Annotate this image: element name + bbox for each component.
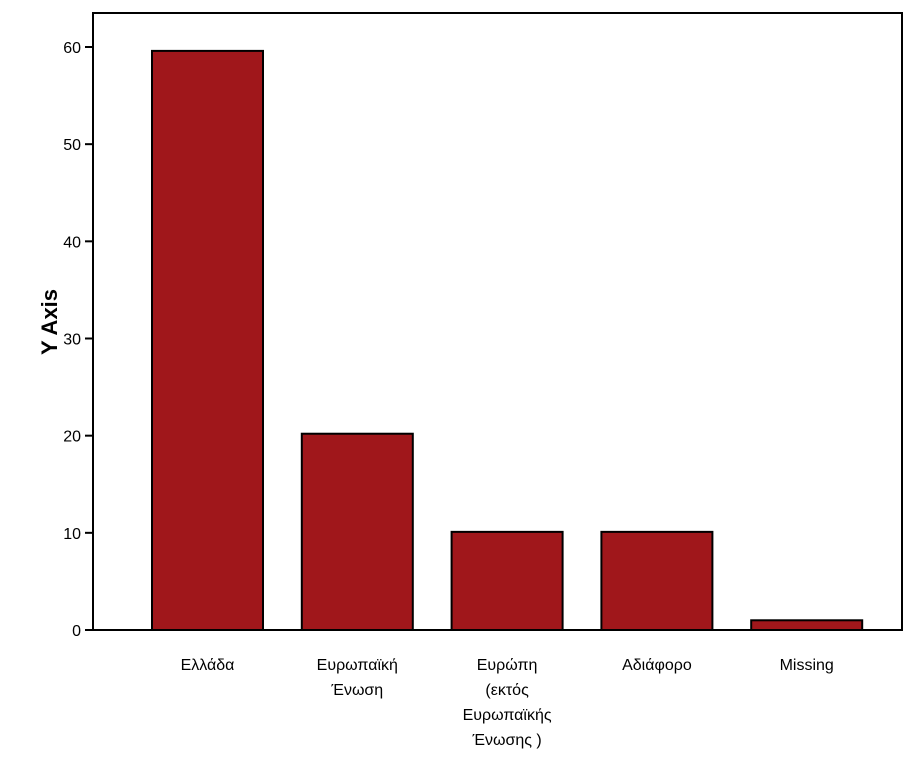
x-category-label: Ένωση [330,682,383,699]
bar [450,530,564,632]
y-tick-label: 30 [63,332,81,349]
y-tick-label: 0 [72,623,81,640]
y-tick-label: 40 [63,234,81,251]
bar [600,530,714,632]
x-axis: Ελλάδα Ευρωπαϊκή Ένωση Ευρώπη (εκτός Ευρωπαϊκ… [93,629,902,749]
bar [151,49,264,632]
bar [750,619,864,631]
x-category-label: Ελλάδα [181,657,235,674]
x-category-label: Αδιάφορο [622,657,692,674]
y-tick-label: 50 [63,137,81,154]
y-tick-label: 60 [63,40,81,57]
y-axis-title: Y Axis [37,289,62,355]
y-tick-label: 20 [63,429,81,446]
x-category-label: Ευρωπαϊκή [317,657,398,674]
x-category-label: Ένωσης ) [471,732,541,749]
y-axis: 0 10 20 30 40 50 60 [63,40,93,640]
y-tick-label: 10 [63,526,81,543]
bars-group [151,49,864,632]
x-category-label: (εκτός [485,682,529,699]
x-category-label: Missing [780,657,834,674]
bar [300,432,414,631]
x-category-label: Ευρωπαϊκής [463,707,552,724]
x-category-label: Ευρώπη [477,657,538,674]
